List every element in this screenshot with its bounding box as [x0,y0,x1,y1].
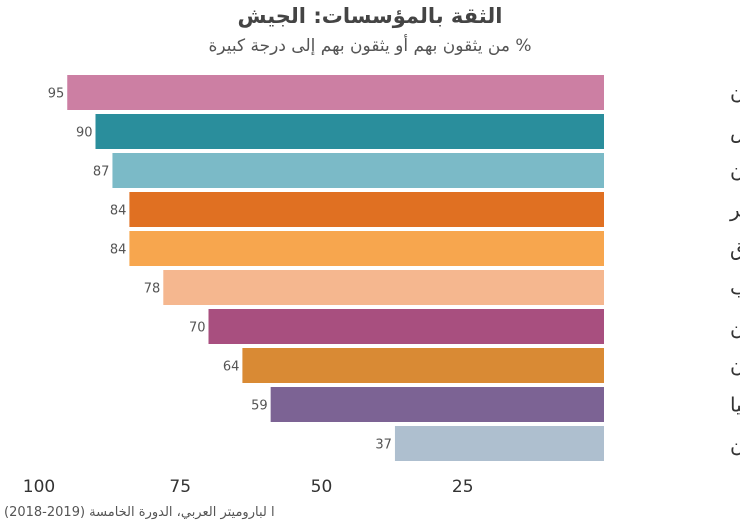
data-label-7: 64 [223,360,240,375]
x-tick-label-1: 75 [169,477,191,497]
bar-6 [208,309,604,344]
chart-source-note: ا لباروميتر العربي، الدورة الخامسة (2019… [4,505,275,520]
bar-2 [112,153,604,188]
category-label-7: السودان [730,354,740,378]
bar-9 [394,426,604,461]
category-label-4: العراق [730,237,740,261]
data-label-9: 37 [375,438,392,453]
data-label-0: 95 [48,87,65,102]
category-label-2: لبنان [730,159,740,183]
data-label-6: 70 [189,321,206,336]
chart-subtitle: % من يثقون بهم أو يثقون بهم إلى درجة كبي… [208,36,532,56]
bar-5 [163,270,605,305]
category-label-1: تونس [730,120,740,144]
data-label-5: 78 [144,282,161,297]
bar-8 [270,387,604,422]
data-label-1: 90 [76,126,93,141]
bar-4 [129,231,604,266]
data-label-2: 87 [93,165,110,180]
chart-title: الثقة بالمؤسسات: الجيش [237,4,503,28]
bar-1 [95,114,604,149]
category-label-3: مصر [729,198,740,222]
category-label-9: فلسطين [730,432,740,456]
data-label-3: 84 [110,204,127,219]
bar-0 [67,75,604,110]
category-label-5: المغرب [730,276,740,300]
data-label-4: 84 [110,243,127,258]
x-tick-label-2: 50 [311,477,333,497]
category-label-8: ليبيا [730,393,740,417]
bar-7 [242,348,604,383]
category-label-6: اليمن [730,315,740,339]
x-tick-label-0: 100 [23,477,55,497]
x-tick-label-3: 25 [452,477,474,497]
data-label-8: 59 [251,399,268,414]
category-label-0: الأردن [730,81,740,105]
bar-3 [129,192,604,227]
